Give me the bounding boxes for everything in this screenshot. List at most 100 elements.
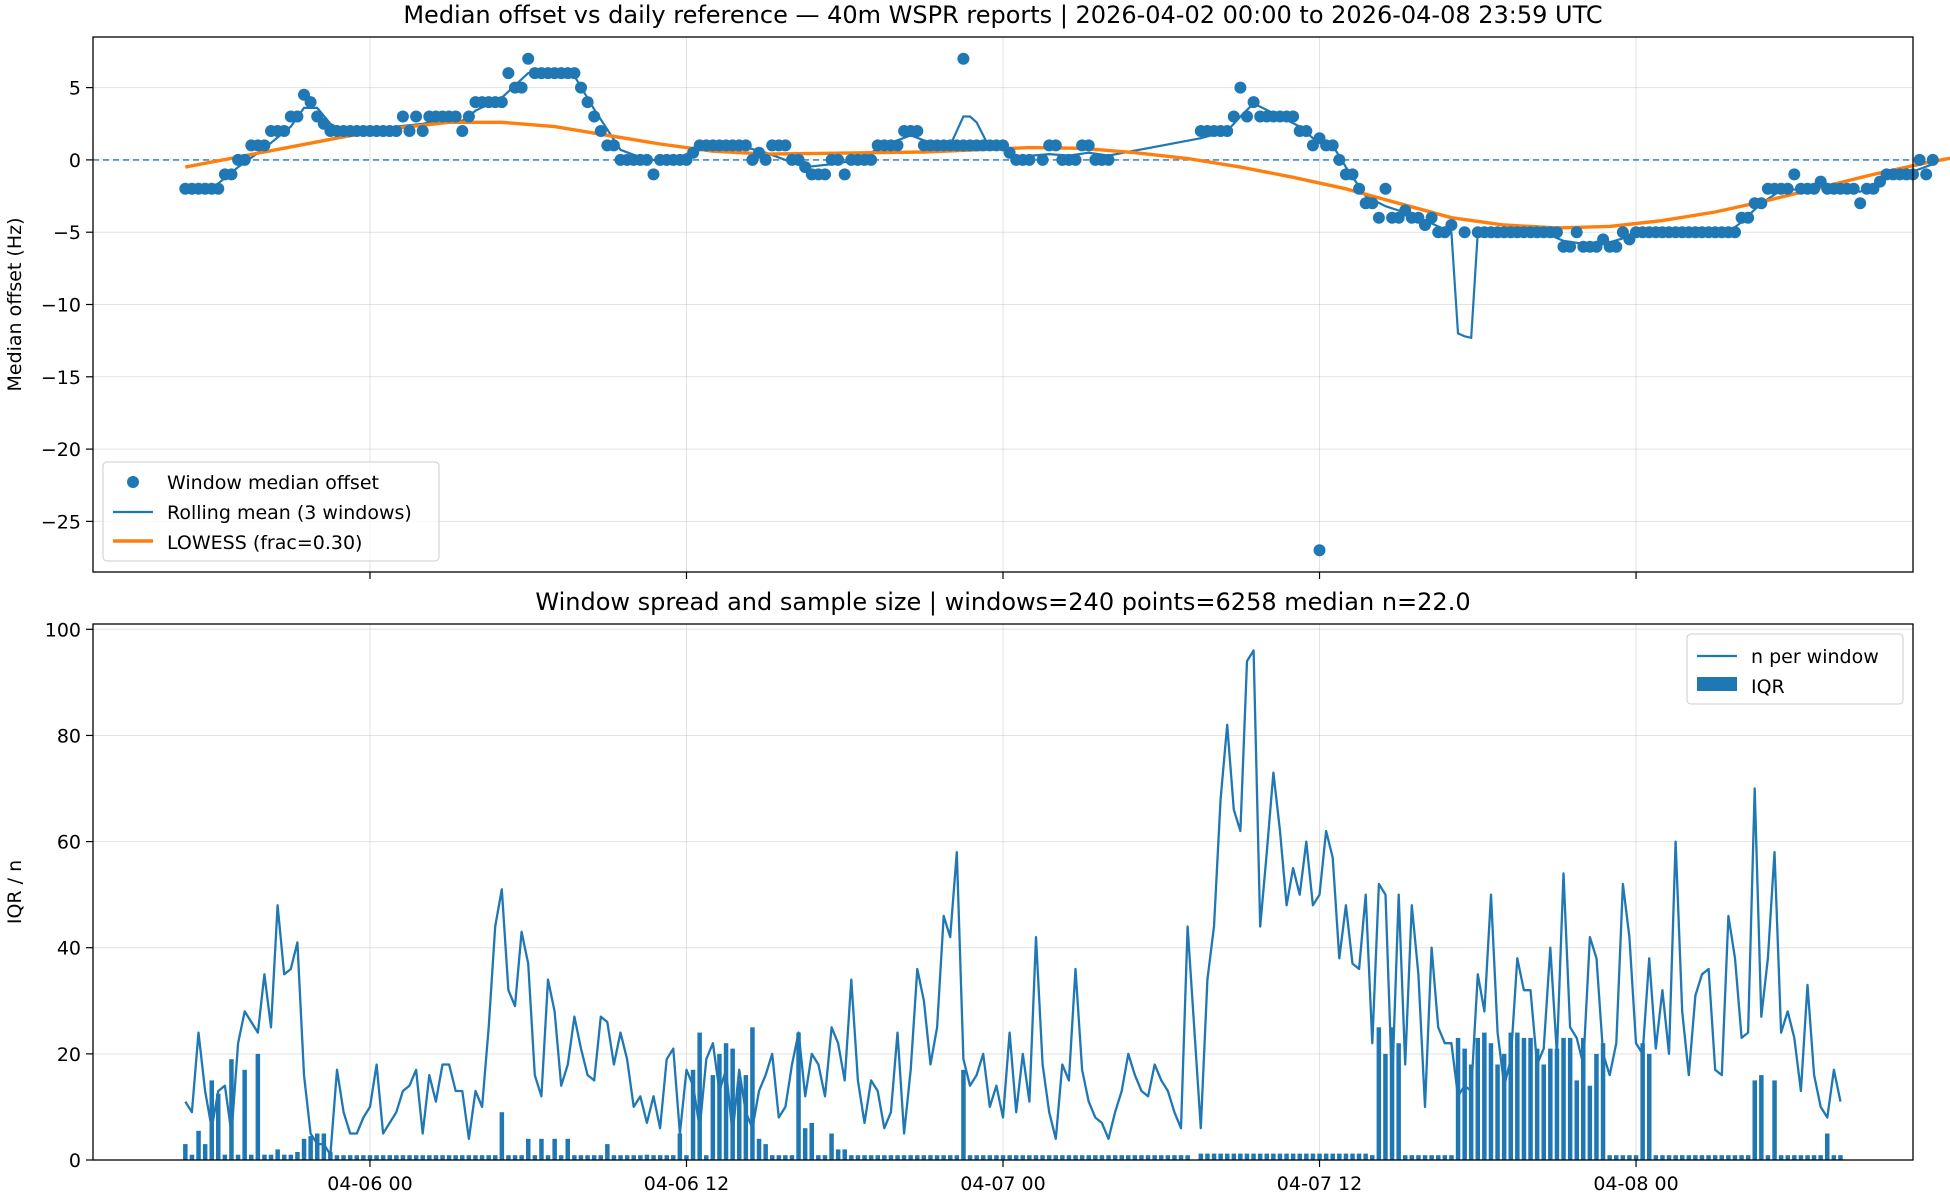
median-offset-point [1445, 219, 1458, 231]
iqr-bar [1356, 1153, 1362, 1160]
iqr-bar [1403, 1155, 1408, 1160]
iqr-bar [209, 1080, 214, 1160]
legend-label: IQR [1751, 676, 1785, 698]
y-tick-label: −25 [41, 511, 81, 533]
iqr-bar [1290, 1153, 1296, 1160]
iqr-bar [1152, 1155, 1157, 1160]
iqr-bar [202, 1144, 208, 1160]
median-offset-point [1788, 168, 1801, 181]
iqr-bar [1567, 1037, 1573, 1160]
median-offset-point [957, 52, 970, 65]
iqr-bar [585, 1155, 590, 1160]
iqr-bar [1561, 1037, 1566, 1160]
iqr-bar [1739, 1155, 1744, 1160]
iqr-bar [1706, 1155, 1711, 1160]
iqr-bar [638, 1155, 643, 1160]
iqr-bar [222, 1154, 228, 1160]
iqr-bar [183, 1144, 188, 1160]
iqr-bar [737, 1080, 742, 1160]
iqr-bar [1033, 1155, 1039, 1160]
iqr-bar [1376, 1027, 1382, 1160]
iqr-bar [552, 1138, 557, 1160]
median-offset-point [1847, 182, 1860, 195]
median-offset-point [819, 168, 831, 181]
iqr-bar [1660, 1155, 1665, 1160]
median-offset-point [1353, 182, 1366, 195]
iqr-bar [308, 1136, 313, 1160]
iqr-bar [1099, 1155, 1105, 1160]
iqr-bar [1712, 1155, 1718, 1160]
y-tick-label: 0 [69, 150, 81, 172]
iqr-bar [558, 1155, 564, 1160]
iqr-bar [367, 1155, 373, 1160]
median-offset-point [739, 139, 752, 152]
median-offset-point [502, 67, 515, 80]
iqr-bar [1534, 1048, 1540, 1160]
iqr-bar [328, 1152, 333, 1160]
iqr-bar [512, 1155, 518, 1160]
median-offset-point [607, 139, 620, 152]
iqr-bar [605, 1144, 610, 1160]
iqr-bar [539, 1138, 544, 1160]
x-tick-label: 04-06 12 [644, 1173, 729, 1195]
y-tick-label: −10 [41, 295, 81, 317]
y-axis-label: Median offset (Hz) [4, 217, 26, 391]
iqr-bar [822, 1155, 828, 1160]
iqr-bar [961, 1069, 966, 1160]
median-offset-point [588, 110, 601, 123]
iqr-bar [295, 1152, 300, 1160]
legend-box [1686, 633, 1904, 705]
median-offset-point [568, 67, 581, 80]
n-per-window-line [184, 649, 1842, 1156]
iqr-bar [1053, 1155, 1058, 1160]
median-offset-point [1610, 240, 1623, 253]
iqr-bar [1825, 1133, 1830, 1160]
iqr-bar [954, 1155, 960, 1160]
iqr-bar [941, 1155, 946, 1160]
iqr-bar [572, 1155, 577, 1160]
median-offset-point [1023, 153, 1036, 166]
median-offset-point [911, 125, 924, 137]
iqr-bar [1726, 1155, 1731, 1160]
iqr-bar [1528, 1037, 1533, 1160]
median-offset-point [1926, 153, 1939, 166]
median-offset-point [1854, 197, 1867, 210]
iqr-bar [598, 1155, 603, 1160]
y-tick-label: 5 [69, 78, 81, 100]
x-tick-label: 04-06 00 [327, 1173, 412, 1195]
iqr-bar [1040, 1155, 1045, 1160]
iqr-bar [1264, 1153, 1269, 1160]
iqr-bar [1112, 1155, 1118, 1160]
iqr-bar [1495, 1064, 1500, 1160]
iqr-bar [1310, 1153, 1316, 1160]
iqr-bar [1554, 1048, 1560, 1160]
median-offset-point [1069, 153, 1082, 166]
median-offset-point [456, 125, 469, 137]
y-tick-label: 0 [69, 1150, 81, 1172]
median-offset-point [1234, 81, 1247, 94]
x-tick-label: 04-07 12 [1277, 1173, 1362, 1195]
iqr-bar [690, 1069, 696, 1160]
median-offset-point [1221, 125, 1234, 137]
median-offset-point [522, 52, 535, 65]
iqr-bar [1126, 1155, 1131, 1160]
iqr-bar [545, 1155, 551, 1160]
iqr-bar [1468, 1064, 1474, 1160]
iqr-bar [1350, 1153, 1355, 1160]
y-tick-label: −5 [53, 222, 81, 244]
median-offset-point [238, 153, 251, 166]
iqr-bar [591, 1155, 597, 1160]
iqr-bar [400, 1155, 406, 1160]
median-offset-point [891, 139, 904, 152]
iqr-bar [1501, 1053, 1507, 1160]
median-offset-point [410, 110, 423, 123]
iqr-bar [1759, 1075, 1764, 1160]
legend-box [102, 461, 440, 562]
iqr-bar [578, 1155, 584, 1160]
iqr-bar [255, 1053, 261, 1160]
legend-label: Window median offset [167, 472, 379, 494]
iqr-bar [1231, 1153, 1237, 1160]
iqr-bar [1086, 1155, 1091, 1160]
median-offset-point [403, 125, 416, 137]
grid [93, 624, 1913, 1161]
